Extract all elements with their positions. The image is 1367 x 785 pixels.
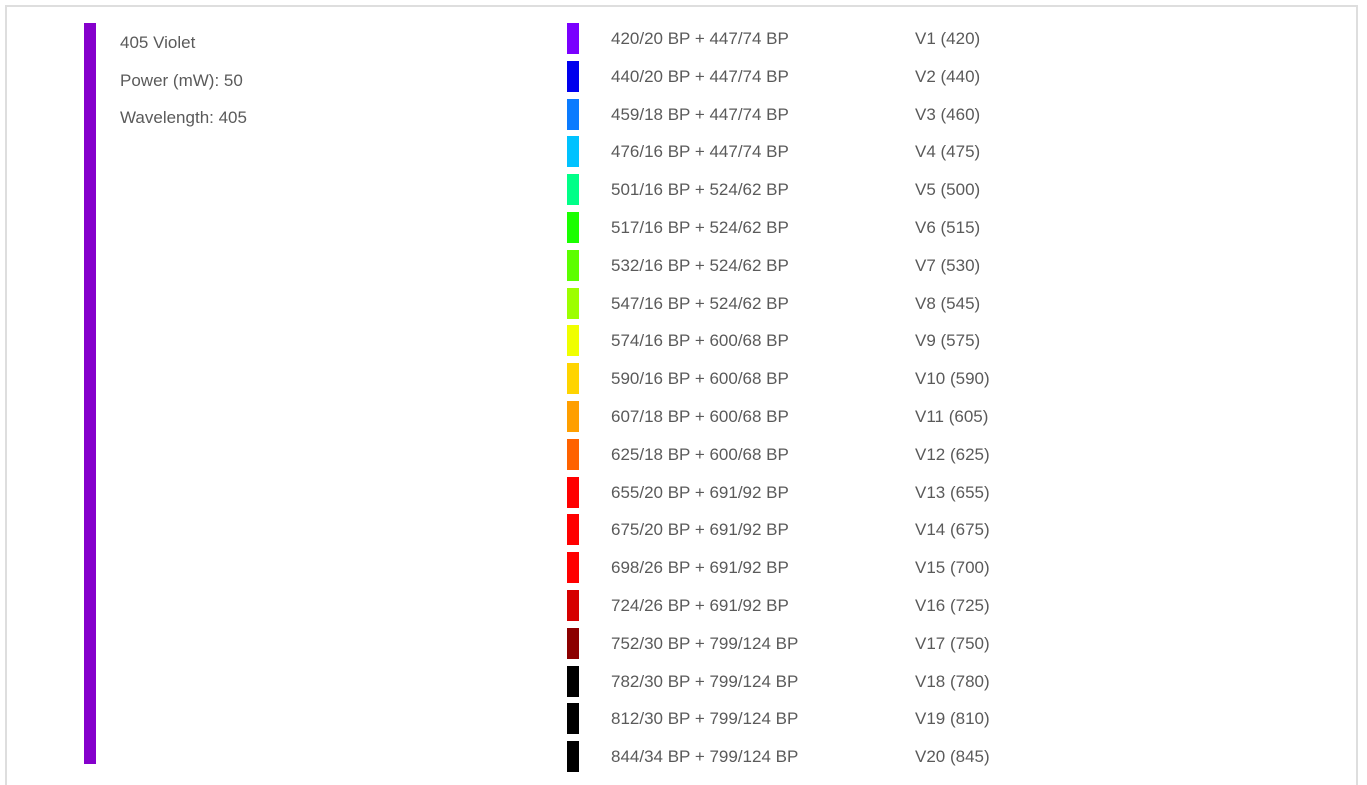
channel-color-swatch xyxy=(567,552,579,584)
channel-color-swatch xyxy=(567,741,579,773)
channel-color-swatch xyxy=(567,589,579,621)
channel-row: 698/26 BP + 691/92 BP V15 (700) xyxy=(567,550,1087,588)
channel-filter: 574/16 BP + 600/68 BP xyxy=(611,331,789,351)
laser-wavelength: Wavelength: 405 xyxy=(120,108,247,128)
channel-detector: V2 (440) xyxy=(915,66,981,86)
channel-row: 459/18 BP + 447/74 BP V3 (460) xyxy=(567,97,1087,135)
channel-filter: 517/16 BP + 524/62 BP xyxy=(611,217,789,237)
channel-row: 675/20 BP + 691/92 BP V14 (675) xyxy=(567,512,1087,550)
channel-filter: 420/20 BP + 447/74 BP xyxy=(611,29,789,48)
channel-detector: V8 (545) xyxy=(915,293,981,313)
channel-filter: 812/30 BP + 799/124 BP xyxy=(611,709,799,729)
channel-color-swatch xyxy=(567,703,579,735)
channel-detector: V18 (780) xyxy=(915,671,990,691)
channel-detector: V19 (810) xyxy=(915,709,990,729)
channel-filter: 655/20 BP + 691/92 BP xyxy=(611,482,789,502)
channel-color-swatch xyxy=(567,514,579,546)
channel-color-swatch xyxy=(567,627,579,659)
channel-row: 532/16 BP + 524/62 BP V7 (530) xyxy=(567,248,1087,286)
detector-channel-list: 420/20 BP + 447/74 BP V1 (420) 440/20 BP +… xyxy=(567,21,1087,777)
channel-filter: 782/30 BP + 799/124 BP xyxy=(611,671,799,691)
channel-detector: V13 (655) xyxy=(915,482,990,502)
channel-detector: V11 (605) xyxy=(915,406,989,426)
channel-filter: 459/18 BP + 447/74 BP xyxy=(611,104,789,124)
channel-filter: 440/20 BP + 447/74 BP xyxy=(611,66,789,86)
channel-detector: V5 (500) xyxy=(915,180,981,200)
channel-filter: 724/26 BP + 691/92 BP xyxy=(611,595,789,615)
channel-row: 812/30 BP + 799/124 BP V19 (810) xyxy=(567,701,1087,739)
channel-detector: V17 (750) xyxy=(915,633,990,653)
laser-color-bar xyxy=(84,23,96,764)
laser-name: 405 Violet xyxy=(120,33,196,52)
channel-color-swatch xyxy=(567,211,579,243)
channel-color-swatch xyxy=(567,98,579,130)
channel-filter: 607/18 BP + 600/68 BP xyxy=(611,406,789,426)
channel-color-swatch xyxy=(567,476,579,508)
channel-filter: 625/18 BP + 600/68 BP xyxy=(611,444,789,464)
channel-row: 844/34 BP + 799/124 BP V20 (845) xyxy=(567,739,1087,777)
channel-row: 724/26 BP + 691/92 BP V16 (725) xyxy=(567,588,1087,626)
channel-color-swatch xyxy=(567,249,579,281)
channel-row: 420/20 BP + 447/74 BP V1 (420) xyxy=(567,21,1087,59)
channel-row: 782/30 BP + 799/124 BP V18 (780) xyxy=(567,664,1087,702)
channel-color-swatch xyxy=(567,400,579,432)
channel-color-swatch xyxy=(567,23,579,54)
channel-filter: 476/16 BP + 447/74 BP xyxy=(611,142,789,162)
channel-filter: 532/16 BP + 524/62 BP xyxy=(611,255,789,275)
channel-filter: 844/34 BP + 799/124 BP xyxy=(611,747,799,767)
channel-color-swatch xyxy=(567,438,579,470)
channel-detector: V12 (625) xyxy=(915,444,990,464)
channel-color-swatch xyxy=(567,60,579,92)
channel-row: 476/16 BP + 447/74 BP V4 (475) xyxy=(567,134,1087,172)
channel-color-swatch xyxy=(567,287,579,319)
channel-row: 547/16 BP + 524/62 BP V8 (545) xyxy=(567,286,1087,324)
channel-detector: V10 (590) xyxy=(915,369,990,389)
channel-color-swatch xyxy=(567,363,579,395)
channel-row: 655/20 BP + 691/92 BP V13 (655) xyxy=(567,475,1087,513)
channel-filter: 501/16 BP + 524/62 BP xyxy=(611,180,789,200)
channel-detector: V9 (575) xyxy=(915,331,981,351)
channel-row: 607/18 BP + 600/68 BP V11 (605) xyxy=(567,399,1087,437)
channel-detector: V7 (530) xyxy=(915,255,981,275)
channel-row: 752/30 BP + 799/124 BP V17 (750) xyxy=(567,626,1087,664)
channel-detector: V3 (460) xyxy=(915,104,981,124)
channel-color-swatch xyxy=(567,325,579,357)
channel-row: 625/18 BP + 600/68 BP V12 (625) xyxy=(567,437,1087,475)
laser-info: 405 Violet Power (mW): 50 Wavelength: 40… xyxy=(120,24,247,137)
channel-filter: 752/30 BP + 799/124 BP xyxy=(611,633,799,653)
channel-detector: V1 (420) xyxy=(915,29,981,48)
channel-row: 440/20 BP + 447/74 BP V2 (440) xyxy=(567,59,1087,97)
channel-detector: V20 (845) xyxy=(915,747,990,767)
channel-detector: V6 (515) xyxy=(915,217,981,237)
channel-detector: V15 (700) xyxy=(915,558,990,578)
channel-color-swatch xyxy=(567,174,579,206)
channel-filter: 675/20 BP + 691/92 BP xyxy=(611,520,789,540)
channel-row: 590/16 BP + 600/68 BP V10 (590) xyxy=(567,361,1087,399)
channel-filter: 698/26 BP + 691/92 BP xyxy=(611,558,789,578)
channel-filter: 590/16 BP + 600/68 BP xyxy=(611,369,789,389)
laser-power: Power (mW): 50 xyxy=(120,70,243,90)
channel-detector: V4 (475) xyxy=(915,142,981,162)
channel-row: 574/16 BP + 600/68 BP V9 (575) xyxy=(567,323,1087,361)
channel-detector: V16 (725) xyxy=(915,595,990,615)
channel-row: 501/16 BP + 524/62 BP V5 (500) xyxy=(567,172,1087,210)
laser-configuration-panel: 405 Violet Power (mW): 50 Wavelength: 40… xyxy=(5,5,1358,785)
channel-color-swatch xyxy=(567,665,579,697)
channel-detector: V14 (675) xyxy=(915,520,990,540)
channel-row: 517/16 BP + 524/62 BP V6 (515) xyxy=(567,210,1087,248)
channel-color-swatch xyxy=(567,136,579,168)
channel-filter: 547/16 BP + 524/62 BP xyxy=(611,293,789,313)
